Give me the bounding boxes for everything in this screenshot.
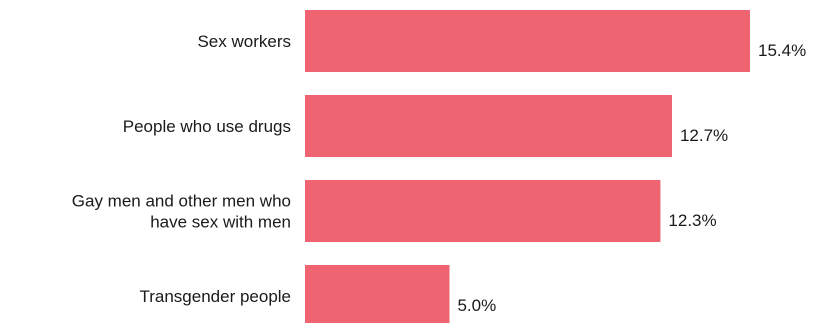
category-labels-group: Sex workers People who use drugs Gay men a…: [72, 32, 291, 306]
category-label: People who use drugs: [123, 117, 291, 136]
category-label: Transgender people: [139, 287, 291, 306]
value-label: 12.7%: [680, 126, 728, 145]
bar-3: [305, 265, 450, 323]
category-label: Sex workers: [197, 32, 291, 51]
bar-0: [305, 10, 750, 72]
bar-2: [305, 180, 661, 242]
value-label: 5.0%: [457, 296, 496, 315]
value-label: 15.4%: [758, 41, 806, 60]
category-label: Gay men and other men who have sex with m…: [72, 192, 291, 232]
bars-group: [305, 10, 750, 323]
bar-1: [305, 95, 672, 157]
value-label: 12.3%: [668, 211, 716, 230]
value-labels-group: 15.4% 12.7% 12.3% 5.0%: [457, 41, 806, 315]
